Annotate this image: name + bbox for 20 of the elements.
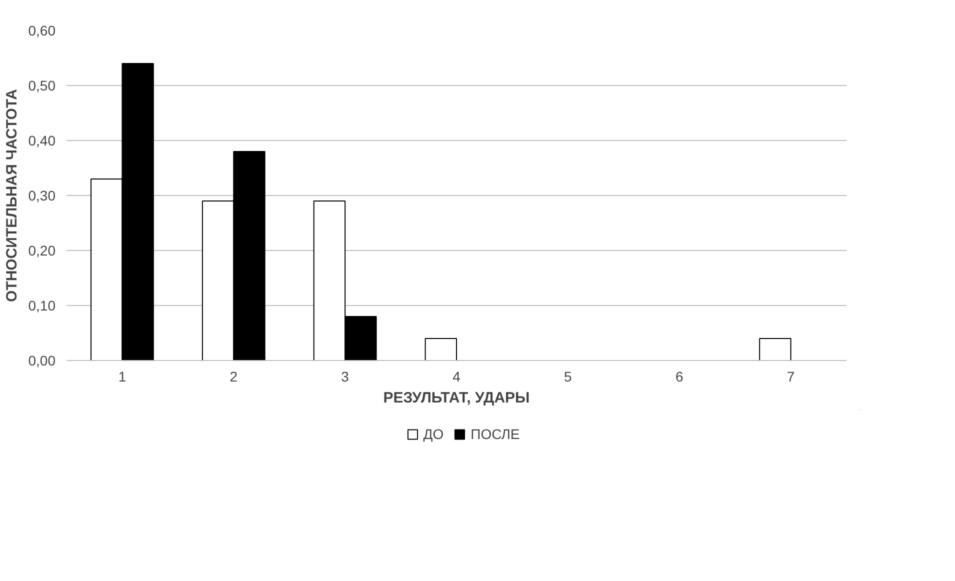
y-tick-label: 0,20 — [28, 242, 56, 258]
y-tick-label: 0,60 — [28, 22, 56, 38]
x-tick-label: 1 — [118, 368, 126, 384]
bar — [759, 338, 792, 360]
x-tick-label: 5 — [564, 368, 572, 384]
x-tick-label: 2 — [230, 368, 238, 384]
y-tick-label: 0,30 — [28, 188, 56, 204]
legend-label: ДО — [423, 426, 444, 442]
x-tick-label: 6 — [675, 368, 684, 384]
y-axis-title: ОТНОСИТЕЛЬНАЯ ЧАСТОТА — [3, 88, 20, 302]
y-tick-label: 0,10 — [28, 298, 56, 314]
y-tick-label: 0,40 — [28, 132, 56, 148]
x-tick-label: 3 — [341, 368, 350, 384]
y-tick-label: 0,00 — [28, 352, 56, 368]
legend-label: ПОСЛЕ — [470, 426, 520, 442]
y-tick-label: 0,50 — [28, 78, 56, 94]
x-tick-label: 7 — [786, 368, 795, 384]
x-tick-label: 4 — [452, 368, 461, 384]
bar — [424, 338, 457, 360]
x-axis-title: РЕЗУЛЬТАТ, УДАРЫ — [383, 390, 530, 406]
